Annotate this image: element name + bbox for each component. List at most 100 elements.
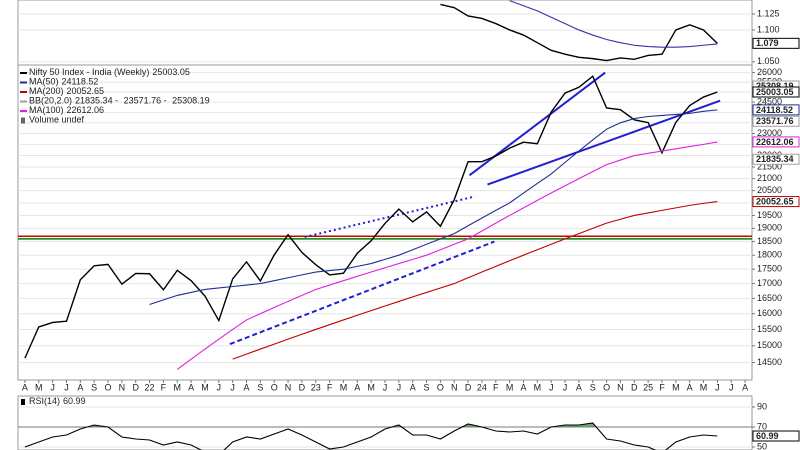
x-tick-label: M: [35, 382, 43, 392]
x-tick-label: N: [285, 382, 292, 392]
legend-entry: MA(200) 20052.65: [29, 86, 104, 96]
legend-part: MA(50): [29, 77, 59, 87]
series-line: [24, 422, 718, 450]
value-label: 1.079: [756, 38, 779, 48]
legend-part: MA(100): [29, 105, 64, 115]
value-label: 24118.52: [756, 105, 793, 115]
y-tick-label: 15500: [757, 324, 782, 334]
x-tick-label: M: [174, 382, 182, 392]
x-tick-label: M: [534, 382, 542, 392]
x-tick-label: J: [549, 382, 554, 392]
legend-part: RSI(14): [29, 396, 60, 406]
x-tick-label: D: [631, 382, 638, 392]
value-box: [752, 37, 800, 49]
x-tick-label: A: [22, 382, 28, 392]
x-tick-label: J: [64, 382, 69, 392]
y-tick-label: 19000: [757, 223, 782, 233]
series-line: [24, 75, 718, 359]
legend-entry: Volume undef: [29, 115, 85, 125]
value-box: [752, 153, 800, 165]
y-tick-label: 18500: [757, 236, 782, 246]
x-tick-label: F: [659, 382, 665, 392]
legend-part: MA(200): [29, 86, 64, 96]
legend-swatch: [21, 399, 25, 405]
x-tick-label: N: [617, 382, 624, 392]
y-tick-label: 1.125: [757, 8, 780, 18]
legend-part: -: [113, 96, 121, 106]
value-box: [752, 196, 800, 208]
x-tick-label: F: [161, 382, 167, 392]
x-tick-label: D: [132, 382, 139, 392]
legend-part: 60.99: [63, 396, 86, 406]
y-tick-label: 20500: [757, 185, 782, 195]
value-label: 22612.06: [756, 137, 794, 147]
value-label: 60.99: [756, 431, 779, 441]
y-tick-label: 17500: [757, 264, 782, 274]
legend-part: 25003.05: [152, 67, 190, 77]
legend-part: 22612.06: [67, 105, 105, 115]
x-tick-label: J: [563, 382, 568, 392]
x-tick-label: A: [77, 382, 83, 392]
value-box: [752, 115, 800, 127]
y-tick-label: 16500: [757, 293, 782, 303]
x-tick-label: 22: [145, 382, 155, 392]
x-tick-label: D: [299, 382, 306, 392]
y-tick-label: 90: [757, 401, 767, 411]
x-tick-label: J: [397, 382, 402, 392]
legend-part: 21835.34: [75, 96, 113, 106]
legend-entry: RSI(14) 60.99: [29, 396, 86, 406]
x-tick-label: M: [506, 382, 514, 392]
x-tick-label: S: [424, 382, 430, 392]
x-tick-label: 24: [477, 382, 487, 392]
y-tick-label: 14500: [757, 357, 782, 367]
x-tick-label: A: [244, 382, 250, 392]
x-tick-label: O: [271, 382, 278, 392]
x-tick-label: M: [672, 382, 680, 392]
x-tick-label: J: [217, 382, 222, 392]
x-tick-label: J: [383, 382, 388, 392]
x-tick-label: M: [201, 382, 209, 392]
x-tick-label: A: [576, 382, 582, 392]
y-tick-label: 24500: [757, 96, 782, 106]
y-tick-label: 50: [757, 441, 767, 450]
y-tick-label: 21000: [757, 173, 782, 183]
panel-frame: [17, 395, 753, 450]
trendline: [304, 195, 476, 239]
legend-swatch: [21, 117, 25, 124]
x-tick-label: A: [354, 382, 360, 392]
x-tick-label: M: [340, 382, 348, 392]
value-box: [752, 136, 800, 148]
y-tick-label: 16000: [757, 308, 782, 318]
x-tick-label: A: [520, 382, 526, 392]
series-line: [149, 109, 718, 305]
legend-part: 25308.19: [172, 96, 210, 106]
x-tick-label: O: [603, 382, 610, 392]
x-tick-label: J: [50, 382, 55, 392]
y-tick-label: 26000: [757, 67, 782, 77]
x-tick-label: N: [119, 382, 126, 392]
value-box: [752, 86, 800, 98]
legend-part: 23571.76: [124, 96, 162, 106]
value-label: 25003.05: [756, 87, 794, 97]
x-tick-label: F: [327, 382, 333, 392]
value-label: 23571.76: [756, 116, 794, 126]
series-line: [232, 201, 718, 360]
value-box: [752, 430, 800, 442]
legend-part: BB(20,2.0): [29, 96, 72, 106]
y-tick-label: 19500: [757, 210, 782, 220]
x-tick-label: A: [742, 382, 748, 392]
series-line: [509, 0, 718, 48]
trendline: [229, 240, 495, 346]
x-tick-label: O: [437, 382, 444, 392]
legend-part: Nifty 50 Index - India (Weekly): [29, 67, 149, 77]
x-tick-label: A: [188, 382, 194, 392]
x-tick-label: J: [715, 382, 720, 392]
x-tick-label: S: [590, 382, 596, 392]
x-tick-label: A: [410, 382, 416, 392]
x-tick-label: D: [465, 382, 472, 392]
x-tick-label: O: [105, 382, 112, 392]
legend-entry: BB(20,2.0) 21835.34 - 23571.76 - 25308.19: [29, 96, 210, 106]
y-tick-label: 21500: [757, 161, 782, 171]
